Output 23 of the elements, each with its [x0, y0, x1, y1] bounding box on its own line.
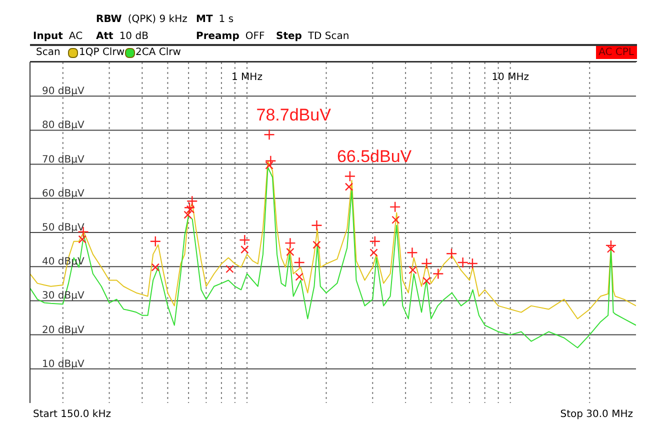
text: Scan: [36, 47, 60, 58]
legend-label: 1QP Clrw: [79, 47, 124, 58]
legend-label: 2CA Clrw: [136, 47, 181, 58]
y-tick-label: 70 dBµV: [42, 154, 84, 166]
y-tick-label: 90 dBµV: [42, 86, 84, 98]
y-tick-label: 10 dBµV: [42, 358, 84, 370]
text: AC CPL: [596, 46, 637, 59]
annotation: 78.7dBuV: [256, 106, 332, 125]
y-tick-label: 20 dBµV: [42, 324, 84, 336]
text: Att 10 dB: [96, 31, 148, 42]
x-tick-label: 10 MHz: [492, 72, 529, 83]
y-tick-label: 60 dBµV: [42, 188, 84, 200]
text: MT 1 s: [196, 14, 234, 25]
y-tick-label: 80 dBµV: [42, 120, 84, 132]
text: Preamp OFF: [196, 31, 265, 42]
text: Start 150.0 kHz: [33, 409, 111, 420]
text: RBW (QPK) 9 kHz: [96, 14, 188, 25]
text: Step TD Scan: [276, 31, 350, 42]
annotation: 66.5dBuV: [336, 147, 412, 166]
x-tick-label: 1 MHz: [232, 72, 262, 83]
text: Stop 30.0 MHz: [560, 409, 633, 420]
text: Input AC: [33, 31, 83, 42]
y-tick-label: 50 dBµV: [42, 222, 84, 234]
